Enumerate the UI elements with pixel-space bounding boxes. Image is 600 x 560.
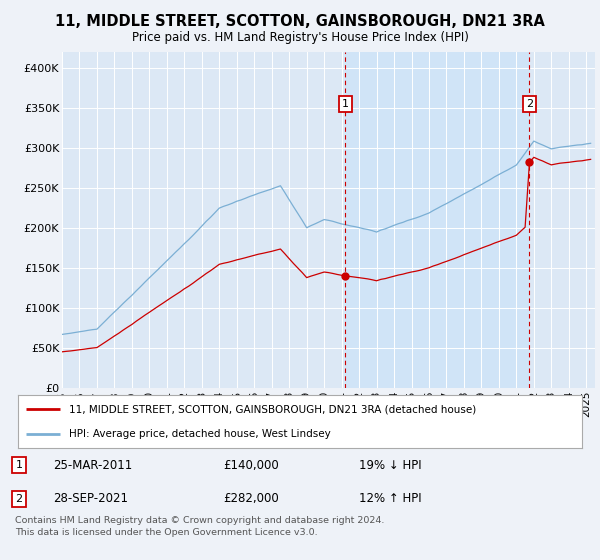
Text: 2: 2 <box>526 99 533 109</box>
Text: 19% ↓ HPI: 19% ↓ HPI <box>359 459 421 472</box>
Text: £282,000: £282,000 <box>224 492 280 505</box>
Bar <box>346 52 529 388</box>
Text: 1: 1 <box>342 99 349 109</box>
Text: 1: 1 <box>16 460 22 470</box>
Text: 25-MAR-2011: 25-MAR-2011 <box>53 459 132 472</box>
Text: HPI: Average price, detached house, West Lindsey: HPI: Average price, detached house, West… <box>69 429 331 438</box>
Text: This data is licensed under the Open Government Licence v3.0.: This data is licensed under the Open Gov… <box>15 528 317 538</box>
Text: 11, MIDDLE STREET, SCOTTON, GAINSBOROUGH, DN21 3RA (detached house): 11, MIDDLE STREET, SCOTTON, GAINSBOROUGH… <box>69 404 476 414</box>
Text: Contains HM Land Registry data © Crown copyright and database right 2024.: Contains HM Land Registry data © Crown c… <box>15 516 385 525</box>
Text: 28-SEP-2021: 28-SEP-2021 <box>53 492 128 505</box>
Text: 2: 2 <box>16 494 22 504</box>
Text: Price paid vs. HM Land Registry's House Price Index (HPI): Price paid vs. HM Land Registry's House … <box>131 31 469 44</box>
Text: 12% ↑ HPI: 12% ↑ HPI <box>359 492 421 505</box>
Text: £140,000: £140,000 <box>224 459 280 472</box>
Text: 11, MIDDLE STREET, SCOTTON, GAINSBOROUGH, DN21 3RA: 11, MIDDLE STREET, SCOTTON, GAINSBOROUGH… <box>55 14 545 29</box>
